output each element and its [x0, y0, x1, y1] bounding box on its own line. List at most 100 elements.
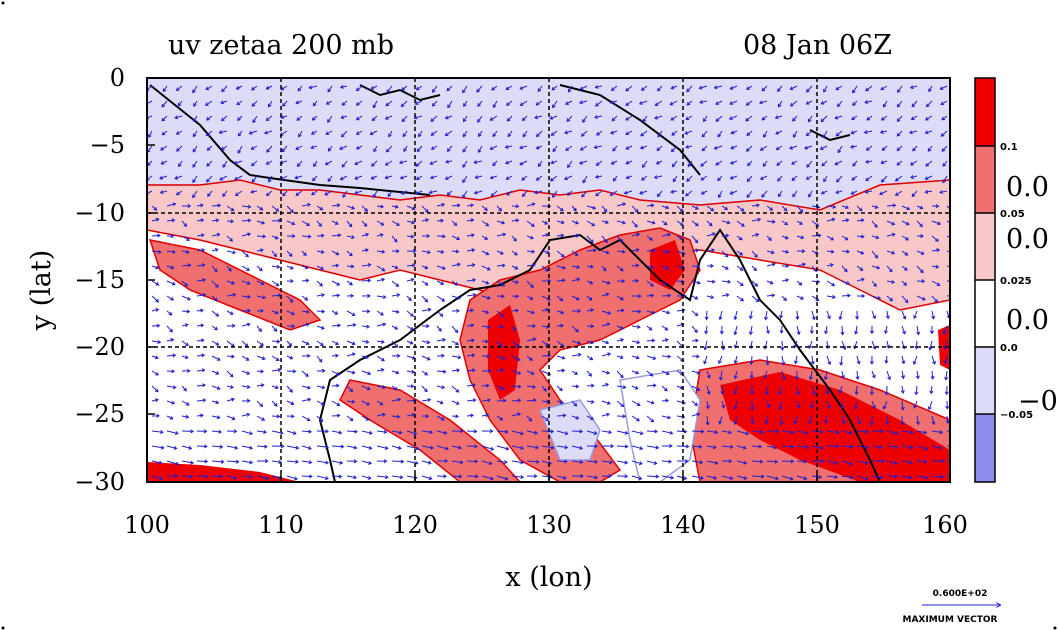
wind-vector	[241, 412, 251, 417]
wind-vector	[885, 415, 890, 426]
wind-vector	[346, 340, 356, 346]
wind-vector	[808, 370, 813, 381]
wind-vector	[474, 175, 483, 180]
wind-vector	[911, 190, 918, 198]
wind-vector	[706, 232, 717, 237]
wind-vector	[896, 160, 903, 166]
wind-vector	[945, 415, 950, 424]
wind-vector	[672, 175, 678, 183]
wind-vector	[925, 160, 933, 167]
wind-vector	[286, 430, 297, 435]
wind-vector	[886, 474, 899, 479]
wind-vector	[511, 460, 525, 465]
wind-vector	[578, 160, 588, 165]
wind-vector	[166, 385, 177, 390]
wind-vector	[796, 235, 805, 240]
wind-vector	[226, 354, 235, 359]
wind-vector	[196, 218, 205, 223]
wind-vector	[481, 413, 490, 418]
wind-vector	[691, 370, 701, 375]
wind-vector	[549, 115, 558, 120]
wind-vector	[894, 190, 903, 196]
wind-vector	[354, 160, 363, 166]
wind-vector	[646, 325, 653, 331]
wind-vector	[354, 190, 363, 195]
wind-vector	[944, 385, 949, 396]
vector-legend: 0.600E+02 MAXIMUM VECTOR	[902, 589, 1000, 625]
wind-vector	[211, 415, 221, 420]
wind-vector	[415, 175, 423, 180]
wind-vector	[526, 263, 536, 268]
wind-vector	[851, 115, 858, 120]
wind-vector	[481, 354, 491, 359]
wind-vector	[840, 370, 845, 379]
wind-vector	[436, 280, 445, 286]
wind-vector	[676, 293, 687, 298]
wind-vector	[717, 175, 723, 182]
wind-vector	[496, 263, 506, 268]
wind-vector	[286, 369, 297, 374]
wind-vector	[376, 310, 384, 316]
wind-vector	[301, 397, 312, 402]
wind-vector	[751, 444, 763, 449]
wind-vector	[927, 145, 933, 152]
wind-vector	[736, 430, 750, 436]
wind-vector	[406, 310, 414, 317]
wind-vector	[354, 175, 363, 180]
wind-vector	[661, 398, 670, 403]
wind-vector	[943, 355, 948, 365]
wind-vector	[196, 383, 207, 388]
wind-vector	[401, 115, 408, 123]
wind-vector	[781, 263, 790, 269]
wind-vector	[556, 413, 567, 418]
wind-vector	[226, 292, 237, 297]
wind-vector	[713, 85, 723, 90]
wind-vector	[566, 190, 573, 196]
wind-vector	[159, 175, 168, 180]
wind-vector	[181, 460, 195, 465]
wind-vector	[811, 295, 820, 302]
wind-vector	[789, 145, 798, 150]
wind-vector	[841, 340, 847, 351]
wind-vector	[631, 263, 640, 268]
wind-vector	[646, 265, 655, 270]
wind-vector	[826, 355, 832, 366]
wind-vector	[447, 100, 453, 109]
wind-vector	[151, 430, 164, 435]
wind-vector	[436, 249, 445, 254]
colorbar-segment-red	[975, 146, 995, 213]
wind-vector	[206, 160, 213, 167]
wind-vector	[571, 250, 579, 256]
wind-vector	[571, 384, 580, 389]
wind-vector	[376, 204, 385, 209]
wind-vector	[316, 355, 323, 363]
wind-vector	[511, 355, 521, 361]
wind-vector	[541, 385, 547, 392]
vector-legend-label: MAXIMUM VECTOR	[902, 615, 997, 625]
wind-vector	[346, 385, 354, 393]
wind-vector	[766, 400, 771, 409]
wind-vector	[586, 370, 592, 377]
wind-vector	[342, 190, 348, 198]
wind-vector	[809, 325, 814, 335]
wind-vector	[526, 430, 539, 435]
wind-vector	[865, 175, 873, 182]
wind-vector	[391, 397, 402, 402]
wind-vector	[623, 190, 633, 195]
wind-vector	[850, 130, 858, 135]
wind-vector	[928, 340, 933, 351]
wind-vector	[331, 220, 339, 225]
wind-vector	[241, 294, 252, 299]
corner-mark	[1, 1, 5, 5]
wind-vector	[241, 265, 250, 271]
wind-vector	[151, 413, 160, 418]
wind-vector	[796, 475, 808, 481]
wind-vector	[256, 475, 270, 481]
wind-vector	[331, 460, 344, 465]
wind-vector	[721, 293, 730, 298]
wind-vector	[466, 233, 475, 238]
colorbar-tick-label: 0.0	[1000, 343, 1018, 354]
wind-vector	[825, 385, 830, 395]
wind-vector	[286, 295, 294, 303]
wind-vector	[237, 130, 243, 137]
